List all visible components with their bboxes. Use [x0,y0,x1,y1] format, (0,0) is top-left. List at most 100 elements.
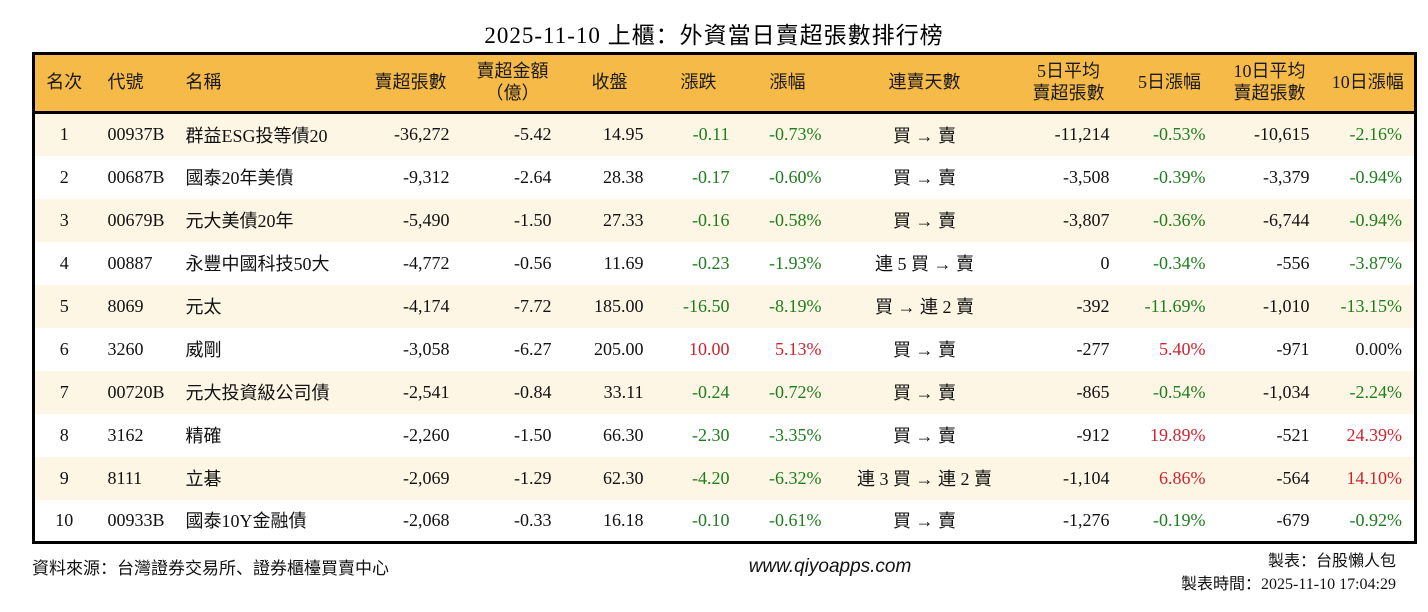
cell-rank: 1 [59,124,69,145]
cell-rank: 9 [59,467,69,488]
cell-close: 185.00 [594,295,644,316]
cell-change-pct: -0.61% [769,509,822,530]
cell-pct10: -0.92% [1349,509,1403,530]
cell-change-pct: -0.60% [769,166,822,187]
cell-name: 立碁 [185,469,222,489]
cell-avg10: -10,615 [1254,124,1310,145]
column-header-pct5: 5日漲幅 [1121,53,1218,114]
cell-avg10: -6,744 [1263,209,1310,230]
column-header-code: 代號 [93,53,176,114]
cell-change-pct: -6.32% [769,467,822,488]
cell-change: -0.24 [692,381,730,402]
cell-rank: 3 [59,209,69,230]
table-row: 4 00887 永豐中國科技50大 -4,772 -0.56 11.69 -0.… [33,241,1416,285]
cell-avg10: -1,034 [1263,381,1310,402]
cell-sell-volume: -3,058 [403,338,450,359]
table-row: 6 3260 威剛 -3,058 -6.27 205.00 10.00 5.13… [33,327,1416,371]
column-header-pct10: 10日漲幅 [1321,53,1416,114]
cell-avg5: -865 [1076,381,1110,402]
cell-name: 精確 [185,426,222,446]
cell-streak: 買 → 賣 [893,340,956,360]
cell-streak: 買 → 賣 [893,383,956,403]
cell-streak: 買 → 賣 [893,168,956,188]
cell-avg5: 0 [1100,252,1110,273]
cell-rank: 4 [59,252,69,273]
table-row: 7 00720B 元大投資級公司債 -2,541 -0.84 33.11 -0.… [33,370,1416,414]
cell-close: 28.38 [603,166,644,187]
cell-rank: 5 [59,295,69,316]
cell-change: -0.10 [692,509,730,530]
cell-pct5: 19.89% [1150,424,1206,445]
cell-rank: 2 [59,166,69,187]
cell-change-pct: -3.35% [769,424,822,445]
footer: 資料來源：台灣證券交易所、證券櫃檯買賣中心 www.qiyoapps.com 製… [32,550,1396,596]
cell-pct5: -0.19% [1153,509,1206,530]
cell-sell-amount: -0.84 [514,381,552,402]
cell-close: 14.95 [603,124,644,145]
cell-rank: 10 [55,509,74,530]
column-header-avg5: 5日平均 賣超張數 [1015,53,1122,114]
column-header-sell-amount: 賣超金額 （億） [461,53,564,114]
table-row: 2 00687B 國泰20年美債 -9,312 -2.64 28.38 -0.1… [33,155,1416,199]
report-author: 製表：台股懶人包 [1267,553,1396,570]
cell-name: 元太 [185,297,222,317]
cell-code: 00887 [107,252,153,273]
cell-avg10: -679 [1276,509,1310,530]
cell-avg5: -1,276 [1063,509,1110,530]
cell-pct5: 5.40% [1159,338,1206,359]
cell-code: 00937B [107,124,165,145]
cell-change-pct: -0.72% [769,381,822,402]
cell-avg5: -912 [1076,424,1110,445]
cell-streak: 買 → 賣 [893,211,956,231]
cell-close: 62.30 [603,467,644,488]
cell-pct5: -0.34% [1153,252,1206,273]
column-header-change-pct: 漲幅 [741,53,834,114]
cell-pct5: -0.39% [1153,166,1206,187]
cell-pct5: -0.53% [1153,124,1206,145]
cell-close: 27.33 [603,209,644,230]
cell-pct5: -0.54% [1153,381,1206,402]
cell-streak: 連 3 買 → 連 2 賣 [857,469,992,489]
cell-rank: 7 [59,381,69,402]
cell-sell-amount: -1.29 [514,467,552,488]
cell-sell-volume: -2,068 [403,509,450,530]
cell-sell-amount: -0.56 [514,252,552,273]
cell-close: 11.69 [603,252,644,273]
table-row: 5 8069 元太 -4,174 -7.72 185.00 -16.50 -8.… [33,284,1416,328]
column-header-sell-volume: 賣超張數 [359,53,462,114]
report-meta: 製表：台股懶人包 製表時間：2025-11-10 17:04:29 [1181,550,1396,596]
table-body: 1 00937B 群益ESG投等債20 -36,272 -5.42 14.95 … [33,112,1416,543]
cell-sell-volume: -2,541 [403,381,450,402]
cell-name: 威剛 [185,340,222,360]
cell-change: -0.23 [692,252,730,273]
cell-pct10: -0.94% [1349,209,1403,230]
cell-sell-volume: -2,260 [403,424,450,445]
report-timestamp: 製表時間：2025-11-10 17:04:29 [1181,576,1396,594]
cell-close: 205.00 [594,338,644,359]
cell-change-pct: -8.19% [769,295,822,316]
cell-code: 8111 [107,467,143,488]
cell-streak: 連 5 買 → 賣 [875,254,974,274]
cell-name: 元大美債20年 [185,211,294,231]
cell-code: 00687B [107,166,165,187]
cell-code: 8069 [107,295,144,316]
cell-pct10: -3.87% [1349,252,1403,273]
cell-sell-amount: -6.27 [514,338,552,359]
cell-close: 66.30 [603,424,644,445]
column-header-rank: 名次 [33,53,94,114]
cell-code: 00933B [107,509,165,530]
column-header-streak: 連賣天數 [833,53,1016,114]
cell-sell-amount: -7.72 [514,295,552,316]
cell-code: 00720B [107,381,165,402]
cell-code: 00679B [107,209,165,230]
cell-rank: 6 [59,338,69,359]
cell-name: 元大投資級公司債 [185,383,330,403]
cell-rank: 8 [59,424,69,445]
table-row: 10 00933B 國泰10Y金融債 -2,068 -0.33 16.18 -0… [33,499,1416,543]
cell-change: -16.50 [683,295,730,316]
cell-pct10: -13.15% [1340,295,1403,316]
cell-code: 3260 [107,338,144,359]
cell-close: 16.18 [603,509,644,530]
cell-sell-volume: -4,174 [403,295,450,316]
cell-avg5: -3,807 [1063,209,1110,230]
